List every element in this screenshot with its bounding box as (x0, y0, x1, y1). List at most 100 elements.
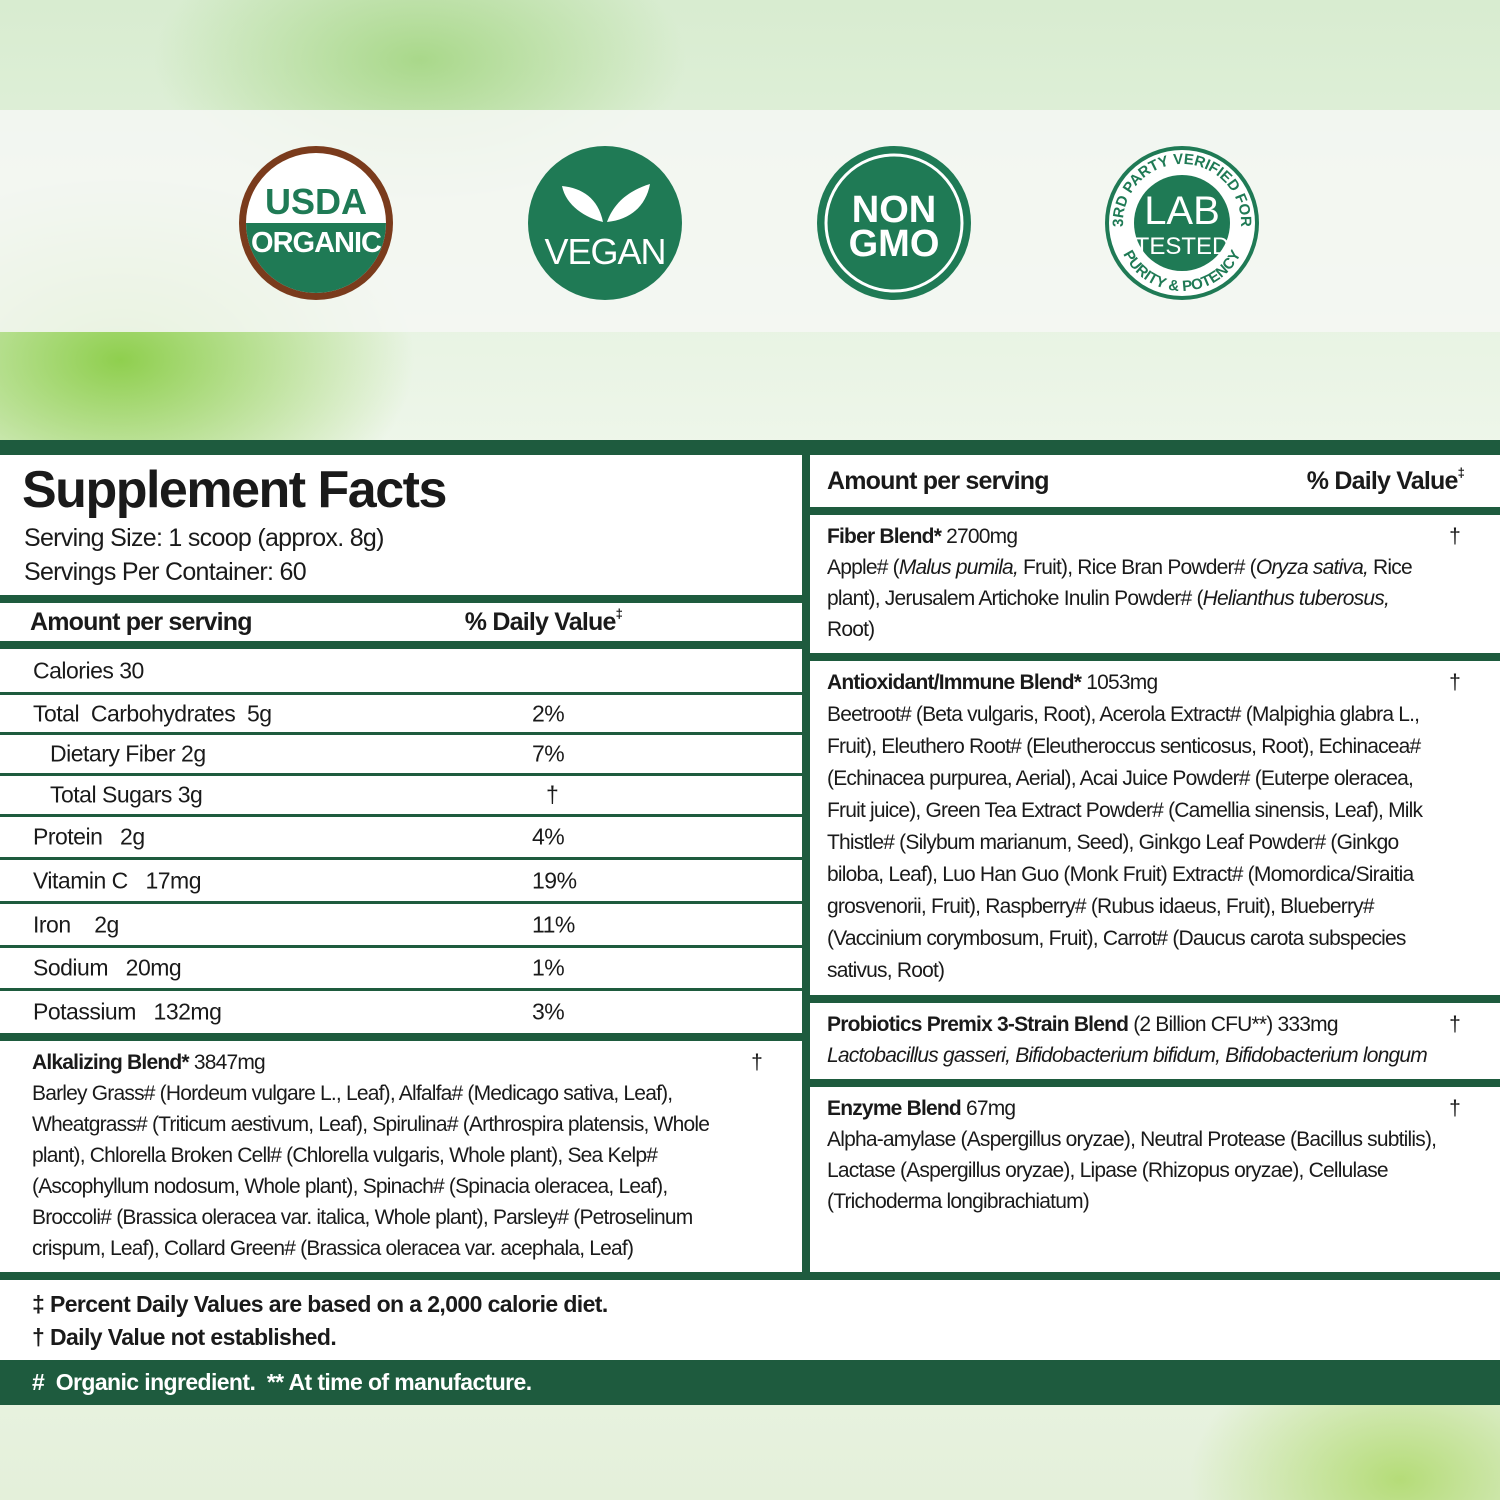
ingredient-text: Rice plant), Jerusalem Artichoke Inulin … (827, 556, 1413, 610)
svg-text:USDA: USDA (265, 181, 367, 222)
nutrient-row: Sodium 20mg 1% (0, 948, 802, 988)
enzyme-blend: Enzyme Blend 67mg † Alpha-amylase (Aspergi… (810, 1087, 1500, 1272)
nutrient-table: Calories 30 Total Carbohydrates 5g 2% Dieta… (0, 649, 802, 1033)
svg-text:GMO: GMO (849, 223, 940, 265)
nutrient-name: Vitamin C 17mg (33, 867, 201, 893)
nutrient-name: Potassium 132mg (33, 998, 222, 1025)
svg-text:NON: NON (852, 189, 936, 231)
serving-size: Serving Size: 1 scoop (approx. 8g) (24, 524, 384, 552)
ingredient-text: Barley Grass# (Hordeum vulgare L., Leaf)… (32, 1082, 710, 1260)
nutrient-name: Sodium 20mg (33, 954, 182, 981)
blend-amount: (2 Billion CFU**) 333mg (1133, 1013, 1338, 1036)
facts-table: Supplement Facts Serving Size: 1 scoop (… (0, 440, 1500, 1280)
nutrient-name: Dietary Fiber 2g (50, 740, 206, 767)
facts-panel-left: Supplement Facts Serving Size: 1 scoop (… (0, 455, 802, 1272)
ingredient-text: Oryza sativa, (1255, 556, 1369, 579)
blend-daily-value: † (1449, 1013, 1461, 1036)
blend-daily-value: † (1449, 525, 1461, 548)
nutrient-row: Calories 30 (0, 649, 802, 692)
nutrient-row: Vitamin C 17mg 19% (0, 860, 802, 901)
ingredient-text: Beetroot# (Beta vulgaris, Root), Acerola… (827, 703, 1423, 982)
blend-name: Fiber Blend* (827, 525, 942, 548)
blend-name: Alkalizing Blend* (32, 1051, 190, 1074)
daily-value-header: % Daily Value‡ (464, 605, 623, 636)
nutrient-name: Total Sugars 3g (50, 781, 203, 808)
leaf-icon (562, 184, 650, 222)
ingredient-text: Malus pumila, (898, 556, 1019, 579)
blend-heading: Probiotics Premix 3-Strain Blend (2 Bill… (827, 1009, 1440, 1040)
nutrient-row: Protein 2g 4% (0, 817, 802, 857)
nutrient-row: Total Carbohydrates 5g 2% (0, 695, 802, 732)
blend-ingredients: Alpha-amylase (Aspergillus oryzae), Neut… (827, 1124, 1440, 1217)
nutrient-name: Total Carbohydrates 5g (33, 700, 272, 726)
fiber-blend: Fiber Blend* 2700mg † Apple# (Malus pumila… (810, 515, 1500, 653)
dv-footnote: ‡ Percent Daily Values are based on a 2,… (32, 1291, 608, 1317)
usda-organic-badge: USDA ORGANIC (239, 146, 393, 300)
blend-amount: 2700mg (946, 525, 1018, 548)
nutrient-daily-value: † (546, 781, 559, 808)
blend-heading: Fiber Blend* 2700mg (827, 521, 1440, 552)
svg-text:VEGAN: VEGAN (544, 231, 665, 272)
blend-name: Probiotics Premix 3-Strain Blend (827, 1013, 1129, 1036)
blend-name: Antioxidant/Immune Blend* (827, 671, 1082, 694)
blend-heading: Enzyme Blend 67mg (827, 1093, 1440, 1124)
blend-ingredients: Barley Grass# (Hordeum vulgare L., Leaf)… (32, 1078, 742, 1264)
nutrient-row: Iron 2g 11% (0, 904, 802, 945)
ingredient-text: Lactobacillus gasseri, Bifidobacterium b… (827, 1044, 1428, 1067)
nutrient-name: Protein 2g (33, 823, 145, 850)
nutrient-row: Potassium 132mg 3% (0, 991, 802, 1033)
blend-ingredients: Beetroot# (Beta vulgaris, Root), Acerola… (827, 699, 1440, 987)
blend-ingredients: Lactobacillus gasseri, Bifidobacterium b… (827, 1040, 1440, 1071)
blend-name: Enzyme Blend (827, 1097, 962, 1120)
organic-footnote: # Organic ingredient. ** At time of manu… (32, 1369, 532, 1395)
alkalizing-blend: Alkalizing Blend* 3847mg † Barley Grass# (… (0, 1041, 802, 1272)
left-header-row: Amount per serving % Daily Value‡ (0, 603, 802, 641)
footnotes: ‡ Percent Daily Values are based on a 2,… (0, 1280, 1500, 1360)
nutrient-daily-value: 2% (532, 700, 565, 726)
badge-band (0, 110, 1500, 332)
antioxidant-immune-blend: Antioxidant/Immune Blend* 1053mg † Beetroo… (810, 661, 1500, 995)
probiotics-blend: Probiotics Premix 3-Strain Blend (2 Bill… (810, 1003, 1500, 1079)
not-established-footnote: † Daily Value not established. (32, 1324, 337, 1350)
nutrient-daily-value: 11% (532, 911, 575, 937)
amount-per-serving-header: Amount per serving (30, 607, 253, 636)
ingredient-text: Apple# ( (827, 556, 900, 579)
ingredient-text: Root) (827, 618, 875, 641)
right-header-row: Amount per serving % Daily Value‡ (810, 455, 1500, 507)
blend-heading: Antioxidant/Immune Blend* 1053mg (827, 667, 1440, 699)
ingredient-text: Alpha-amylase (Aspergillus oryzae), Neut… (827, 1128, 1437, 1213)
nutrient-daily-value: 19% (532, 867, 577, 893)
blend-amount: 1053mg (1086, 671, 1158, 694)
nutrient-daily-value: 4% (532, 823, 565, 850)
nutrient-row: Total Sugars 3g † (0, 776, 802, 814)
blend-daily-value: † (751, 1051, 763, 1074)
ingredient-text: Helianthus tuberosus, (1202, 587, 1390, 610)
svg-text:LAB: LAB (1144, 189, 1220, 233)
nutrient-daily-value: 3% (532, 998, 565, 1025)
amount-per-serving-header-right: Amount per serving (827, 466, 1050, 495)
servings-per-container: Servings Per Container: 60 (24, 558, 307, 586)
blend-heading: Alkalizing Blend* 3847mg (32, 1047, 742, 1078)
organic-footnote-bar: # Organic ingredient. ** At time of manu… (0, 1360, 1500, 1405)
facts-title-box: Supplement Facts Serving Size: 1 scoop (… (0, 455, 802, 595)
nutrient-name: Iron 2g (33, 911, 119, 937)
vegan-badge: VEGAN (528, 146, 682, 300)
svg-text:TESTED: TESTED (1135, 233, 1230, 260)
blend-daily-value: † (1449, 1097, 1461, 1120)
blend-amount: 67mg (965, 1097, 1016, 1120)
lab-tested-badge: 3RD PARTY VERIFIED FOR PURITY & POTENCY … (1105, 146, 1259, 300)
nutrient-daily-value: 7% (532, 740, 565, 767)
ingredient-text: Fruit), Rice Bran Powder# ( (1017, 556, 1257, 579)
page-title: Supplement Facts (22, 461, 447, 519)
facts-panel-right: Amount per serving % Daily Value‡ Fiber … (810, 455, 1500, 1272)
blend-ingredients: Apple# (Malus pumila, Fruit), Rice Bran … (827, 552, 1440, 645)
supplement-facts: Supplement Facts Serving Size: 1 scoop (… (0, 440, 1500, 1405)
svg-text:ORGANIC: ORGANIC (251, 227, 382, 259)
daily-value-header-right: % Daily Value‡ (1306, 464, 1465, 495)
blend-amount: 3847mg (193, 1051, 266, 1074)
nutrient-name: Calories 30 (33, 657, 144, 683)
non-gmo-badge: NON GMO (817, 146, 971, 300)
nutrient-daily-value: 1% (532, 954, 565, 981)
nutrient-row: Dietary Fiber 2g 7% (0, 735, 802, 773)
blend-daily-value: † (1449, 671, 1461, 694)
